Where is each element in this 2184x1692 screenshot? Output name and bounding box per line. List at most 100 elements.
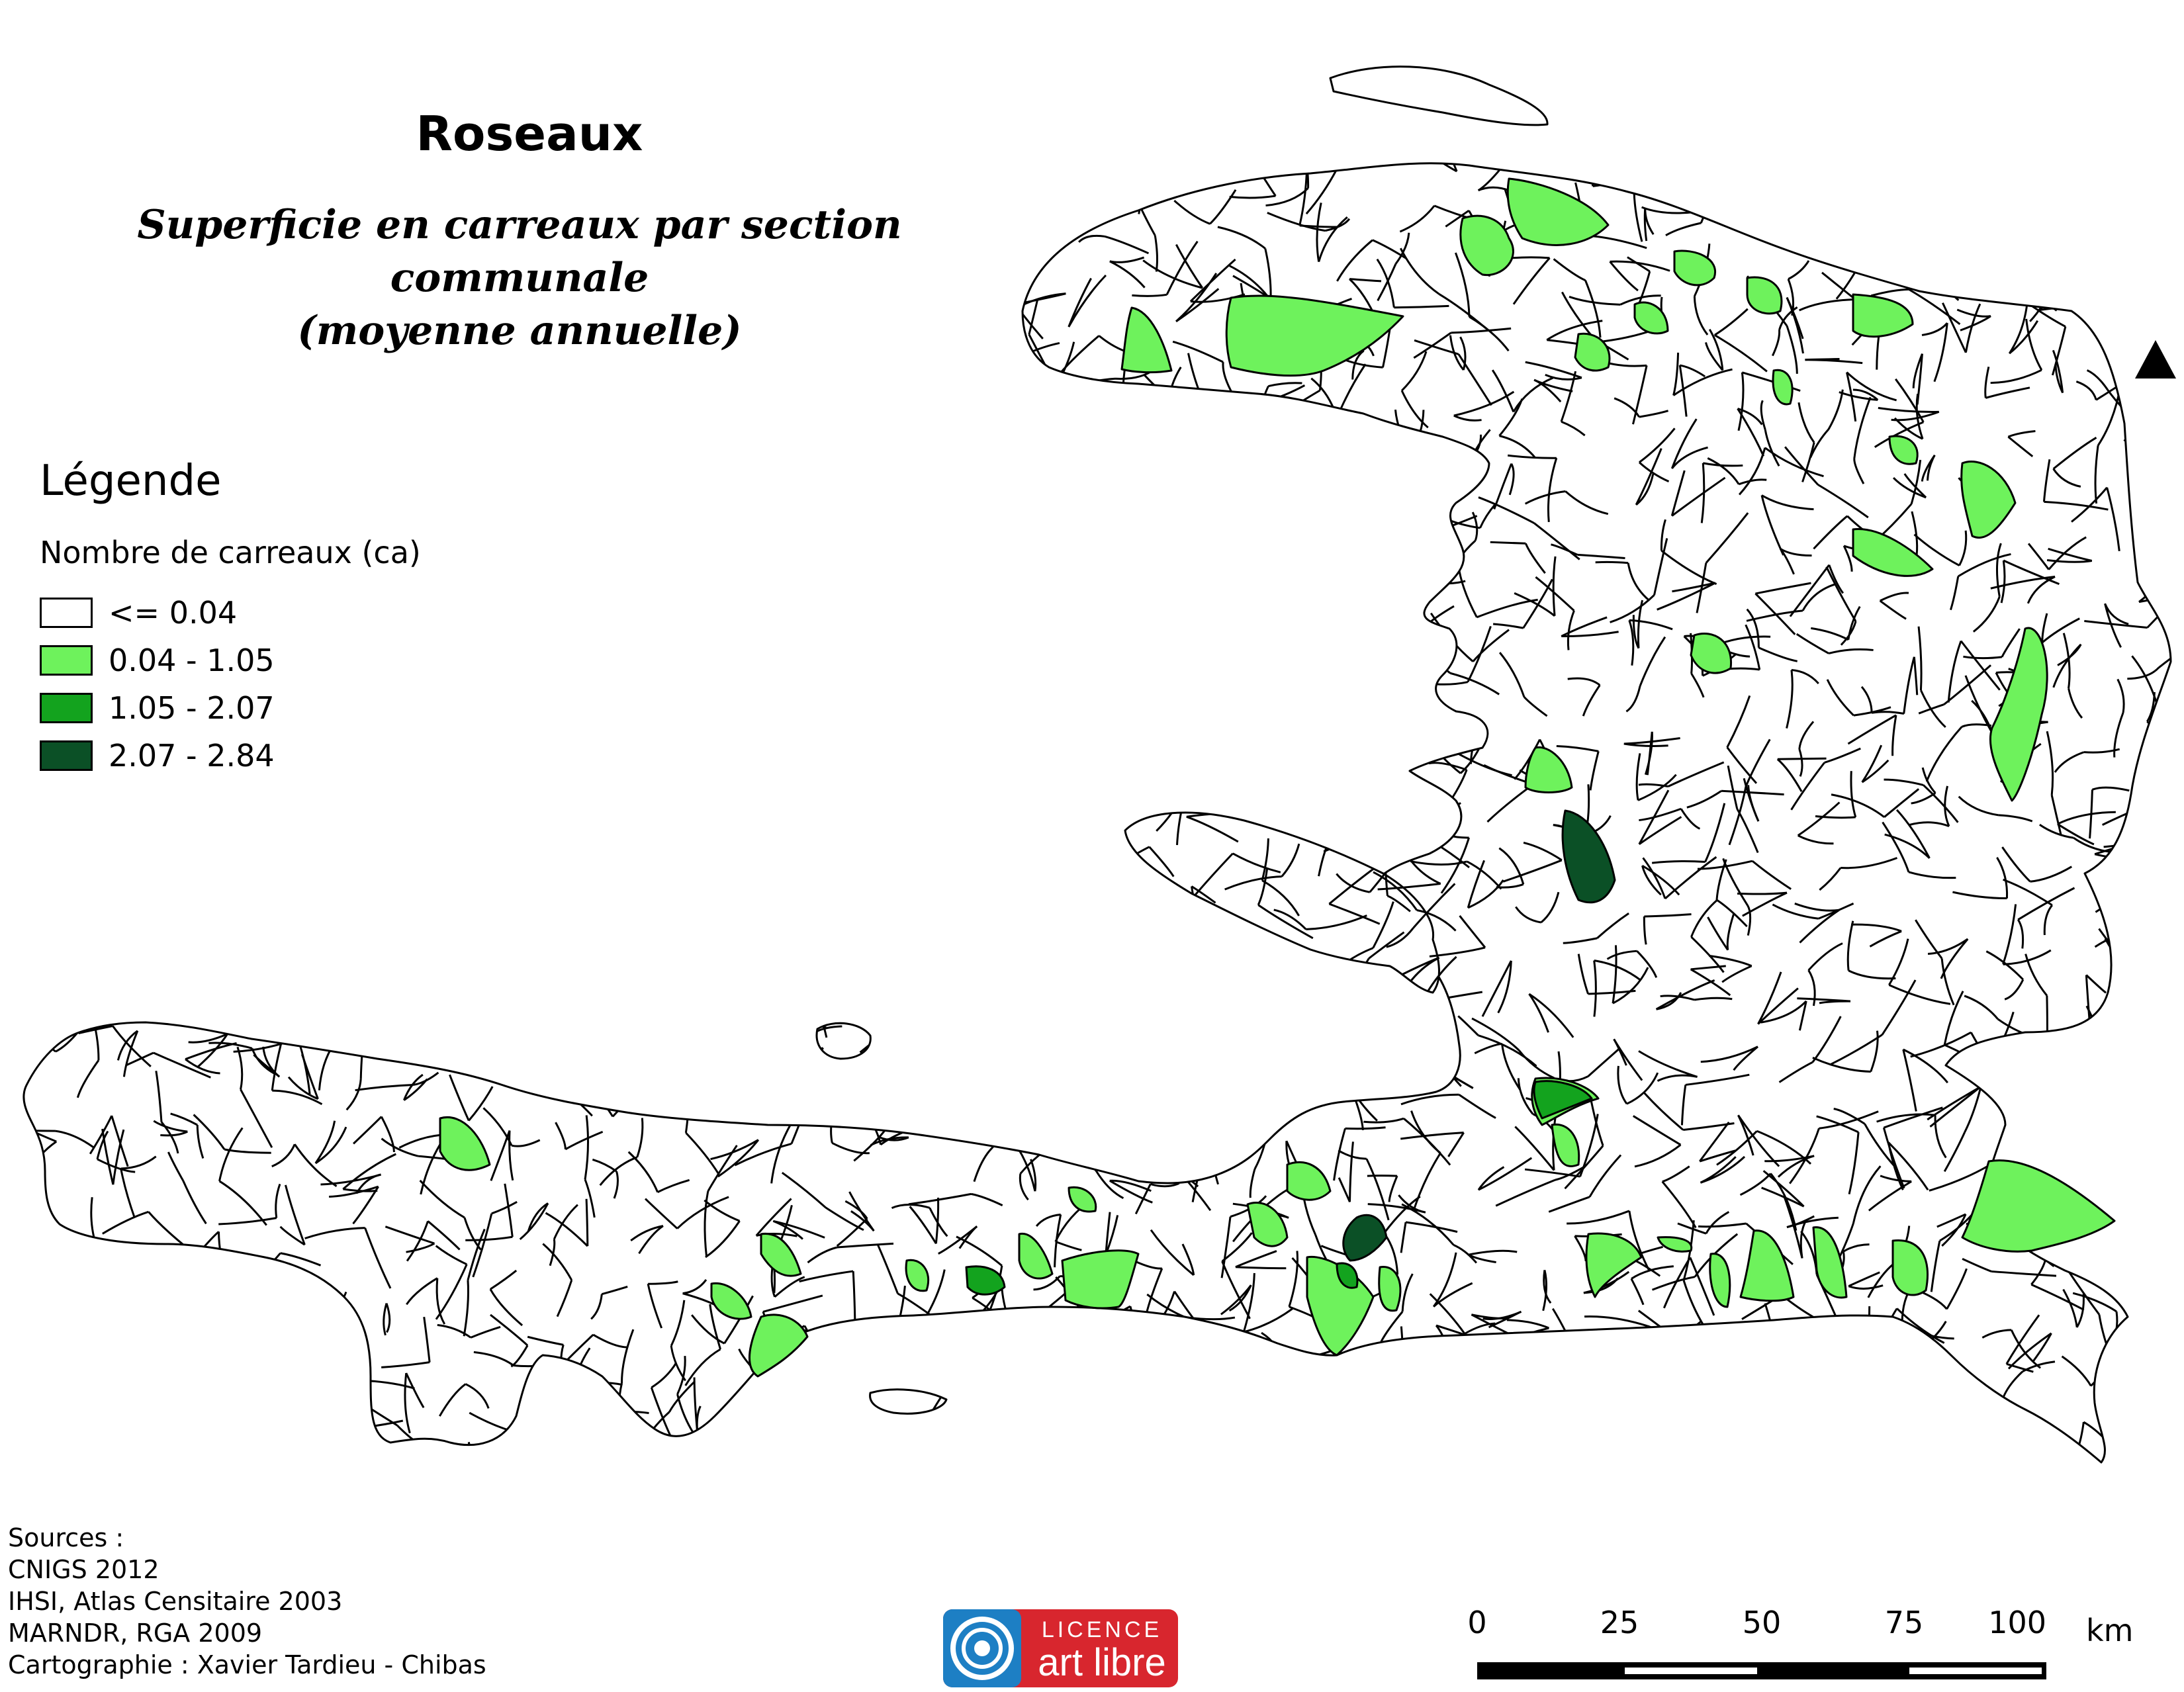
section-boundary-line bbox=[792, 1388, 829, 1418]
section-boundary-line bbox=[2047, 996, 2048, 1061]
section-boundary-line bbox=[1232, 1016, 1245, 1055]
section-boundary-line bbox=[1304, 1018, 1311, 1070]
section-boundary-line bbox=[1383, 661, 1412, 664]
section-boundary-line bbox=[1284, 993, 1298, 1052]
section-boundary-line bbox=[2073, 1169, 2094, 1185]
section-boundary-line bbox=[692, 781, 720, 809]
section-boundary-line bbox=[848, 705, 880, 718]
section-boundary-line bbox=[991, 357, 1019, 373]
section-boundary-line bbox=[720, 1425, 748, 1453]
section-boundary-line bbox=[2152, 437, 2184, 459]
section-boundary-line bbox=[150, 1379, 158, 1425]
section-boundary-line bbox=[779, 859, 818, 875]
section-boundary-line bbox=[931, 975, 980, 1002]
section-boundary-line bbox=[879, 641, 898, 672]
section-boundary-line bbox=[748, 1073, 799, 1108]
section-boundary-line bbox=[418, 848, 450, 857]
section-boundary-line bbox=[569, 860, 583, 924]
section-boundary-line bbox=[690, 1074, 749, 1098]
ile-a-vache bbox=[870, 1390, 946, 1414]
section-boundary-line bbox=[1903, 157, 1929, 192]
section-boundary-line bbox=[866, 780, 876, 823]
section-boundary-line bbox=[1690, 1351, 1704, 1392]
section-boundary-line bbox=[259, 391, 276, 428]
section-boundary-line bbox=[234, 466, 275, 474]
section-boundary-line bbox=[886, 899, 914, 943]
section-boundary-line bbox=[1070, 889, 1107, 891]
section-boundary-line bbox=[1301, 736, 1322, 788]
section-boundary-line bbox=[1504, 1370, 1547, 1373]
section-boundary-line bbox=[1087, 689, 1117, 734]
section-boundary-line bbox=[1391, 492, 1433, 499]
section-boundary-line bbox=[916, 354, 973, 383]
section-boundary-line bbox=[1005, 1074, 1052, 1116]
section-boundary-line bbox=[1103, 1368, 1120, 1419]
section-boundary-line bbox=[1055, 190, 1059, 234]
section-boundary-line bbox=[2070, 225, 2113, 271]
section-boundary-line bbox=[63, 1270, 102, 1292]
section-boundary-line bbox=[834, 812, 889, 814]
section-boundary-line bbox=[327, 942, 363, 990]
section-boundary-line bbox=[890, 1442, 950, 1450]
section-boundary-line bbox=[1837, 1414, 1859, 1436]
section-boundary-line bbox=[1235, 527, 1261, 535]
section-boundary-line bbox=[1086, 757, 1126, 796]
section-boundary-line bbox=[923, 673, 954, 700]
section-boundary-line bbox=[604, 537, 653, 541]
section-boundary-line bbox=[960, 644, 971, 678]
section-boundary-line bbox=[919, 733, 931, 771]
section-boundary-line bbox=[1665, 1368, 1694, 1424]
section-boundary-line bbox=[374, 175, 413, 191]
section-boundary-line bbox=[430, 985, 469, 1003]
section-boundary-line bbox=[430, 1003, 458, 1021]
section-boundary-line bbox=[253, 857, 298, 858]
section-boundary-line bbox=[490, 400, 538, 404]
section-boundary-line bbox=[1144, 659, 1190, 660]
section-boundary-line bbox=[1073, 795, 1097, 830]
section-boundary-line bbox=[484, 668, 521, 681]
section-boundary-line bbox=[602, 893, 619, 940]
section-boundary-line bbox=[1701, 173, 1714, 223]
section-boundary-line bbox=[2127, 214, 2170, 238]
section-boundary-line bbox=[378, 1445, 427, 1452]
section-boundary-line bbox=[1404, 710, 1406, 742]
section-boundary-line bbox=[2169, 815, 2184, 860]
section-boundary-line bbox=[319, 799, 359, 829]
section-boundary-line bbox=[964, 1407, 969, 1437]
section-boundary-line bbox=[633, 748, 636, 782]
section-boundary-line bbox=[910, 408, 948, 439]
section-boundary-line bbox=[938, 862, 987, 891]
section-boundary-line bbox=[2115, 935, 2152, 951]
section-boundary-line bbox=[1089, 541, 1103, 574]
section-boundary-line bbox=[192, 1406, 226, 1459]
section-boundary-line bbox=[341, 1333, 353, 1362]
legend-heading: Légende bbox=[40, 457, 221, 506]
section-boundary-line bbox=[316, 747, 319, 805]
section-boundary-line bbox=[1140, 899, 1194, 924]
section-boundary-line bbox=[733, 666, 742, 725]
section-boundary-line bbox=[685, 419, 742, 452]
section-boundary-line bbox=[1204, 470, 1243, 517]
section-boundary-line bbox=[1056, 938, 1073, 966]
section-boundary-line bbox=[805, 1326, 848, 1375]
section-boundary-line bbox=[538, 755, 547, 795]
section-boundary-line bbox=[411, 825, 424, 877]
section-boundary-line bbox=[1863, 134, 1912, 177]
section-boundary-line bbox=[1302, 666, 1342, 678]
section-boundary-line bbox=[1741, 1419, 1781, 1437]
section-boundary-line bbox=[975, 1098, 997, 1120]
section-boundary-line bbox=[799, 941, 822, 995]
section-boundary-line bbox=[244, 926, 282, 946]
section-boundary-line bbox=[971, 1318, 1016, 1332]
section-boundary-line bbox=[2124, 440, 2170, 478]
section-boundary-line bbox=[713, 801, 753, 832]
section-boundary-line bbox=[57, 779, 61, 811]
section-boundary-line bbox=[741, 615, 768, 658]
section-boundary-line bbox=[2120, 920, 2161, 936]
section-boundary-line bbox=[130, 410, 152, 453]
section-boundary-line bbox=[1352, 1022, 1411, 1038]
section-boundary-line bbox=[148, 890, 198, 902]
licence-art-libre-logo[interactable]: LICENCE art libre bbox=[943, 1609, 1178, 1692]
section-boundary-line bbox=[760, 468, 792, 506]
section-boundary-line bbox=[1077, 1071, 1106, 1107]
